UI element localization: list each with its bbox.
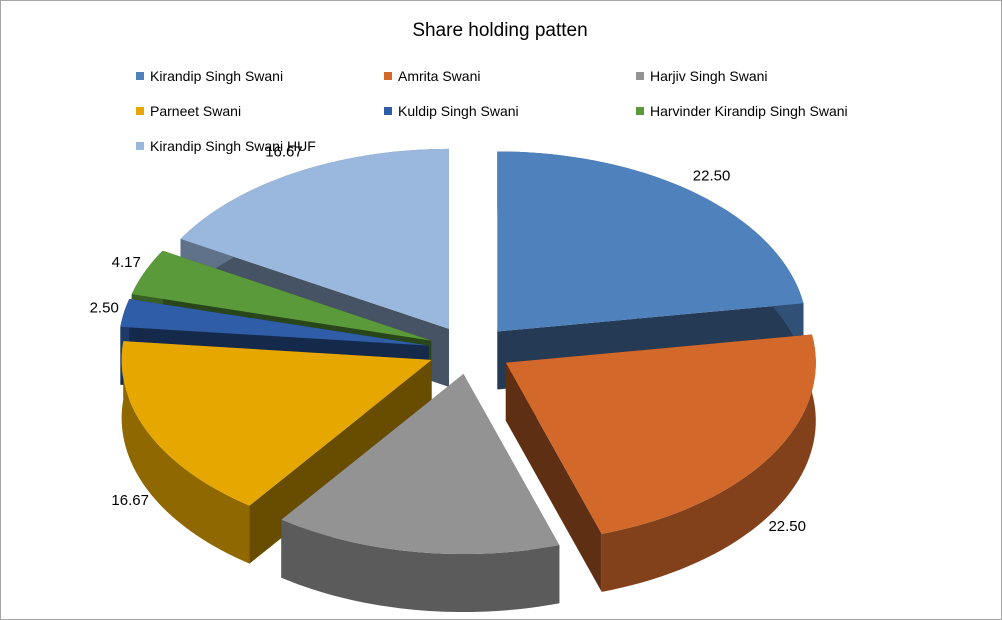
- slice-top: [497, 151, 804, 332]
- legend-label: Harvinder Kirandip Singh Swani: [650, 103, 848, 119]
- data-label: 22.50: [768, 518, 806, 535]
- slice-side-wall: [505, 362, 602, 592]
- legend-label: Amrita Swani: [398, 68, 481, 84]
- slice-top: [505, 334, 816, 534]
- data-label: 16.67: [111, 492, 149, 509]
- legend-swatch: [384, 107, 392, 115]
- data-label: 4.17: [112, 254, 141, 271]
- data-label: 22.50: [693, 168, 731, 185]
- slice-top: [180, 148, 449, 329]
- slice-rim: [281, 519, 560, 613]
- slice-top: [281, 374, 560, 555]
- slice-top: [121, 341, 432, 506]
- legend-label: Kuldip Singh Swani: [398, 103, 519, 119]
- legend-item: Amrita Swani: [384, 68, 480, 84]
- pie-slice: [121, 341, 432, 564]
- legend-item: Harjiv Singh Swani: [636, 68, 768, 84]
- legend-swatch: [384, 72, 392, 80]
- slice-top: [131, 250, 432, 341]
- pie-slice: [505, 334, 816, 592]
- legend-swatch: [636, 72, 644, 80]
- legend-item: Kirandip Singh Swani HUF: [136, 138, 316, 154]
- data-label: 2.50: [90, 299, 119, 316]
- legend-swatch: [136, 107, 144, 115]
- slice-rim: [121, 341, 250, 564]
- legend-item: Kirandip Singh Swani: [136, 68, 283, 84]
- legend-label: Kirandip Singh Swani: [150, 68, 284, 84]
- legend-label: Kirandip Singh Swani HUF: [150, 138, 316, 154]
- legend-item: Kuldip Singh Swani: [384, 103, 519, 119]
- pie-slice: [281, 374, 560, 613]
- slice-top: [120, 299, 429, 346]
- slice-rim: [601, 334, 816, 592]
- legend-label: Parneet Swani: [150, 103, 242, 119]
- legend-swatch: [636, 107, 644, 115]
- legend-swatch: [136, 142, 144, 150]
- legend-item: Harvinder Kirandip Singh Swani: [636, 103, 848, 119]
- legend-swatch: [136, 72, 144, 80]
- chart-title: Share holding patten: [412, 20, 588, 41]
- chart-legend: Kirandip Singh Swani Amrita Swani Harjiv S…: [136, 68, 896, 168]
- legend-item: Parneet Swani: [136, 103, 241, 119]
- data-label: 16.67: [265, 144, 303, 161]
- legend-label: Harjiv Singh Swani: [650, 68, 768, 84]
